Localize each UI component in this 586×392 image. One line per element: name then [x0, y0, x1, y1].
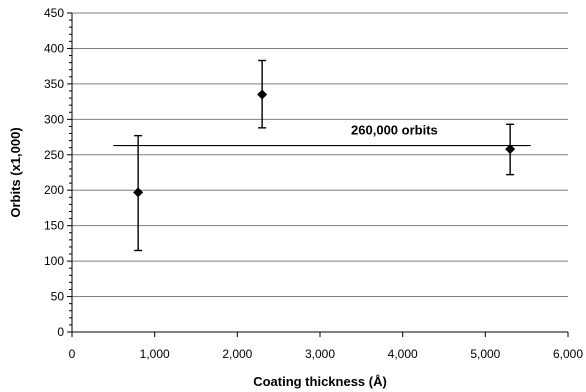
data-point-1 — [133, 134, 144, 252]
marker-2 — [257, 89, 268, 100]
y-tick-label-100: 100 — [44, 254, 64, 268]
reference-line-label: 260,000 orbits — [351, 123, 438, 138]
y-axis-ticks — [67, 12, 72, 333]
x-tick-label-1000: 1,000 — [140, 347, 170, 361]
gridlines — [72, 12, 568, 298]
x-tick-label-3000: 3,000 — [305, 347, 335, 361]
y-axis-tick-labels: 0 50 100 150 200 250 300 350 400 450 — [44, 6, 64, 339]
x-axis-tick-labels: 0 1,000 2,000 3,000 4,000 5,000 6,000 — [69, 347, 584, 361]
y-tick-label-200: 200 — [44, 183, 64, 197]
x-tick-label-5000: 5,000 — [470, 347, 500, 361]
y-tick-label-250: 250 — [44, 148, 64, 162]
y-tick-label-50: 50 — [51, 290, 65, 304]
y-tick-label-400: 400 — [44, 41, 64, 55]
x-axis-ticks — [71, 332, 569, 337]
y-tick-label-350: 350 — [44, 77, 64, 91]
y-tick-label-300: 300 — [44, 112, 64, 126]
x-tick-label-2000: 2,000 — [222, 347, 252, 361]
data-points — [133, 59, 516, 252]
marker-3 — [505, 144, 516, 155]
data-point-3 — [505, 123, 516, 176]
y-axis-title: Orbits (x1,000) — [8, 127, 23, 217]
y-tick-label-0: 0 — [57, 325, 64, 339]
x-tick-label-4000: 4,000 — [388, 347, 418, 361]
marker-1 — [133, 187, 144, 198]
y-tick-label-150: 150 — [44, 219, 64, 233]
data-point-2 — [257, 59, 268, 129]
x-tick-label-6000: 6,000 — [553, 347, 583, 361]
x-axis-title: Coating thickness (Å) — [253, 374, 387, 389]
y-tick-label-450: 450 — [44, 6, 64, 20]
x-tick-label-0: 0 — [69, 347, 76, 361]
